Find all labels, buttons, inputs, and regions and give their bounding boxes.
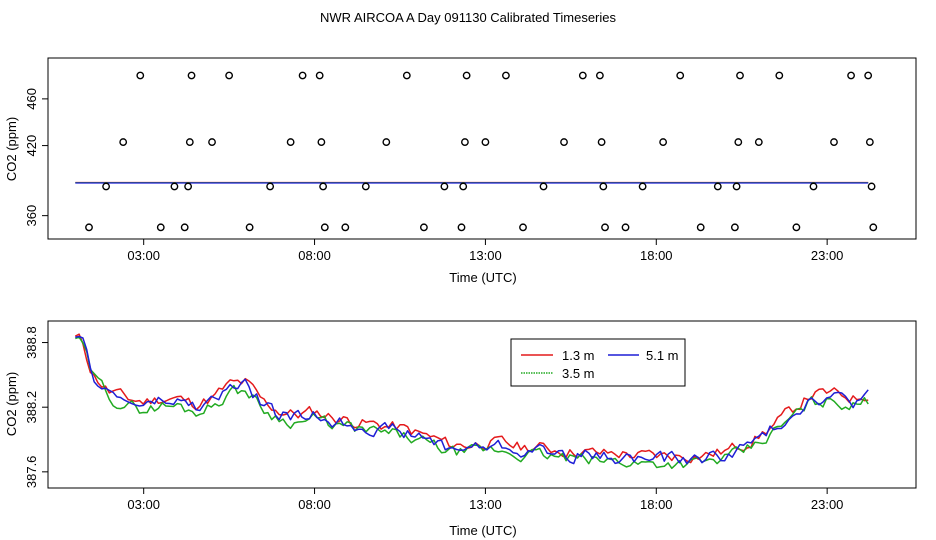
legend: 1.3 m 5.1 m 3.5 m bbox=[510, 338, 686, 387]
calibration-point bbox=[341, 223, 350, 232]
top-x-tick-label: 18:00 bbox=[640, 248, 673, 263]
calibration-point bbox=[156, 223, 165, 232]
calibration-point bbox=[736, 71, 744, 80]
calibration-point bbox=[440, 182, 449, 191]
calibration-point bbox=[298, 71, 307, 80]
top-x-tick-label: 08:00 bbox=[298, 248, 331, 263]
bottom-y-axis: 387.6 388.2 388.8 bbox=[24, 326, 48, 488]
calibration-point bbox=[459, 182, 468, 191]
calibration-point bbox=[869, 223, 878, 232]
calibration-point bbox=[317, 138, 326, 146]
bottom-y-tick-label: 387.6 bbox=[24, 456, 39, 489]
calibration-point bbox=[420, 223, 428, 232]
calibration-point bbox=[864, 71, 873, 80]
bottom-y-axis-label: CO2 (ppm) bbox=[4, 372, 19, 436]
calibration-point bbox=[102, 182, 110, 191]
calibration-point bbox=[361, 182, 370, 191]
bottom-x-tick-label: 18:00 bbox=[640, 497, 673, 512]
calibration-point bbox=[457, 223, 466, 232]
calibration-point bbox=[676, 71, 685, 80]
bottom-x-axis-label: Time (UTC) bbox=[449, 523, 516, 538]
calibration-point bbox=[830, 138, 838, 146]
top-x-tick-label: 13:00 bbox=[469, 248, 502, 263]
calibration-point bbox=[402, 71, 411, 80]
calibration-point bbox=[170, 182, 179, 191]
calibration-point bbox=[539, 182, 548, 191]
calibration-point bbox=[461, 138, 469, 146]
calibration-point bbox=[208, 138, 216, 146]
bottom-y-tick-label: 388.2 bbox=[24, 391, 39, 424]
bottom-x-axis: 03:00 08:00 13:00 18:00 23:00 bbox=[127, 488, 843, 512]
bottom-x-tick-label: 13:00 bbox=[469, 497, 502, 512]
legend-box bbox=[510, 338, 686, 387]
top-y-tick-label: 460 bbox=[24, 88, 39, 110]
legend-label-3-5m: 3.5 m bbox=[562, 366, 595, 381]
legend-label-1-3m: 1.3 m bbox=[562, 348, 595, 363]
calibration-point bbox=[775, 71, 784, 80]
calibration-point bbox=[180, 223, 189, 232]
calibration-point bbox=[578, 71, 587, 80]
calibration-point bbox=[595, 71, 604, 80]
calibration-point bbox=[225, 71, 234, 80]
calibration-point bbox=[638, 182, 647, 191]
calibration-point bbox=[809, 182, 818, 191]
top-x-axis-label: Time (UTC) bbox=[449, 270, 516, 285]
calibration-point bbox=[601, 223, 609, 232]
calibration-point bbox=[184, 182, 193, 191]
calibration-point bbox=[519, 223, 527, 232]
calibration-point bbox=[599, 182, 608, 191]
series-line-3-5-m bbox=[75, 336, 869, 470]
bottom-x-tick-label: 23:00 bbox=[811, 497, 844, 512]
calibration-point bbox=[382, 138, 391, 146]
calibration-point bbox=[185, 138, 194, 146]
bottom-plot-frame bbox=[47, 320, 917, 489]
calibration-point bbox=[597, 138, 606, 146]
top-x-axis: 03:00 08:00 13:00 18:00 23:00 bbox=[127, 239, 843, 263]
calibration-point bbox=[245, 223, 254, 232]
calibration-point bbox=[320, 223, 329, 232]
calibration-point bbox=[730, 223, 739, 232]
calibration-point bbox=[792, 223, 801, 232]
series-line-5-1-m bbox=[75, 335, 869, 465]
calibration-point bbox=[659, 138, 668, 146]
figure-title: NWR AIRCOA A Day 091130 Calibrated Times… bbox=[320, 10, 616, 25]
calibration-point bbox=[621, 223, 630, 232]
top-x-tick-label: 03:00 bbox=[127, 248, 160, 263]
calibration-point bbox=[732, 182, 741, 191]
calibration-point bbox=[315, 71, 324, 80]
legend-label-5-1m: 5.1 m bbox=[646, 348, 679, 363]
calibration-point bbox=[119, 138, 128, 146]
top-y-tick-label: 360 bbox=[24, 205, 39, 227]
top-plot-frame bbox=[47, 57, 917, 240]
calibration-point bbox=[266, 182, 275, 191]
top-calibration-points bbox=[75, 71, 878, 232]
calibration-point bbox=[187, 71, 196, 80]
calibration-point bbox=[85, 223, 93, 232]
calibration-point bbox=[462, 71, 471, 80]
top-y-axis: 360 420 460 bbox=[24, 88, 48, 226]
top-panel: 03:00 08:00 13:00 18:00 23:00 360 420 460 Time… bbox=[4, 57, 917, 285]
top-y-tick-label: 420 bbox=[24, 135, 39, 157]
calibration-point bbox=[734, 138, 743, 146]
bottom-y-tick-label: 388.8 bbox=[24, 326, 39, 359]
calibration-point bbox=[286, 138, 295, 146]
calibration-point bbox=[136, 71, 145, 80]
calibration-point bbox=[696, 223, 705, 232]
top-x-tick-label: 23:00 bbox=[811, 248, 844, 263]
calibration-point bbox=[560, 138, 568, 146]
calibration-point bbox=[713, 182, 722, 191]
calibration-point bbox=[867, 182, 876, 191]
bottom-x-tick-label: 08:00 bbox=[298, 497, 331, 512]
calibration-point bbox=[865, 138, 874, 146]
top-y-axis-label: CO2 (ppm) bbox=[4, 117, 19, 181]
calibration-point bbox=[481, 138, 490, 146]
calibration-point bbox=[847, 71, 855, 80]
bottom-panel: 03:00 08:00 13:00 18:00 23:00 387.6 388.2 388.… bbox=[4, 320, 917, 538]
calibration-point bbox=[319, 182, 327, 191]
calibration-point bbox=[754, 138, 763, 146]
bottom-x-tick-label: 03:00 bbox=[127, 497, 160, 512]
bottom-series-lines bbox=[74, 333, 869, 470]
calibration-point bbox=[502, 71, 510, 80]
